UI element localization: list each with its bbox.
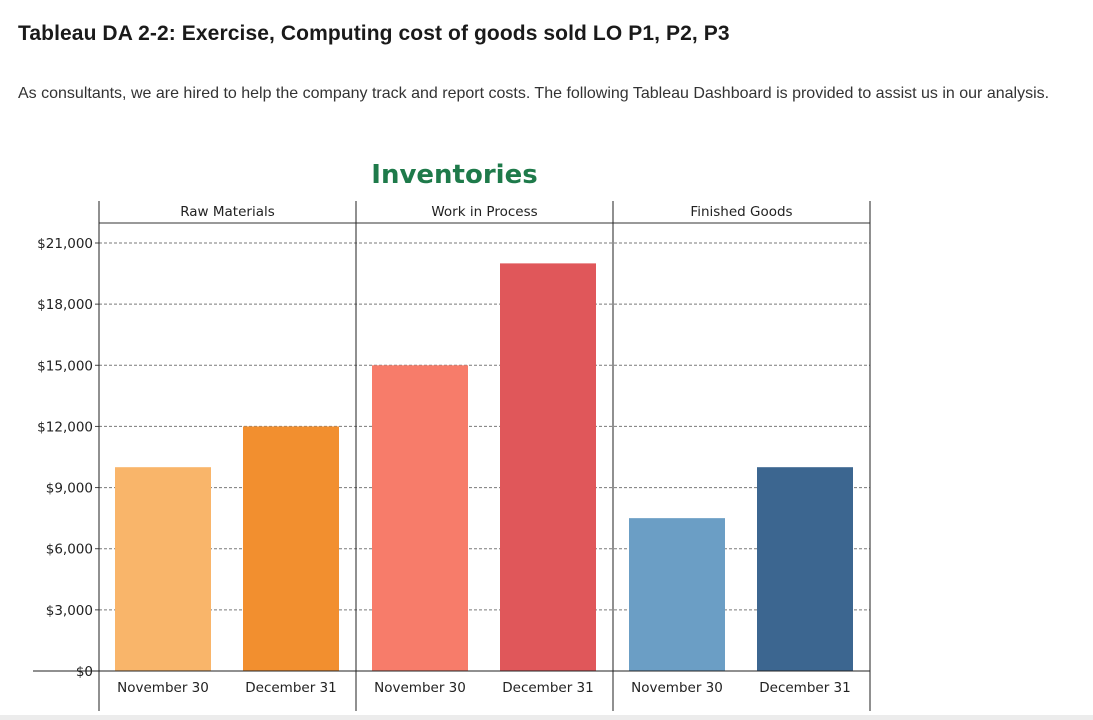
page-bottom-bar: [0, 715, 1093, 720]
bar-finished-goods-november-30: [629, 518, 725, 671]
y-tick-label: $6,000: [46, 542, 93, 558]
y-tick-label: $3,000: [46, 603, 93, 619]
y-tick-label: $12,000: [37, 419, 93, 435]
inventories-dashboard: Inventories $0 $3,000 $6,000 $9,000 $12,000 $1…: [0, 150, 1093, 720]
panel-header-label: Raw Materials: [180, 204, 275, 220]
y-tick-label: $9,000: [46, 481, 93, 497]
x-category-label: November 30: [631, 680, 723, 696]
y-tick-label: $15,000: [37, 358, 93, 374]
x-category-label: November 30: [117, 680, 209, 696]
page-title: Tableau DA 2-2: Exercise, Computing cost…: [18, 22, 730, 45]
intro-paragraph: As consultants, we are hired to help the…: [18, 85, 1050, 102]
bar-finished-goods-december-31: [757, 467, 853, 671]
bar-work-in-process-november-30: [372, 365, 468, 671]
x-category-label: November 30: [374, 680, 466, 696]
y-tick-label: $21,000: [37, 236, 93, 252]
bar-raw-materials-november-30: [115, 467, 211, 671]
panel-header-label: Work in Process: [431, 204, 537, 220]
bar-work-in-process-december-31: [500, 263, 596, 671]
x-category-label: December 31: [245, 680, 336, 696]
inventories-chart: Inventories $0 $3,000 $6,000 $9,000 $12,000 $1…: [33, 160, 871, 711]
x-category-label: December 31: [759, 680, 850, 696]
panel-header-label: Finished Goods: [690, 204, 792, 220]
x-category-label: December 31: [502, 680, 593, 696]
y-tick-label: $0: [76, 664, 93, 680]
chart-title: Inventories: [371, 160, 537, 190]
bar-raw-materials-december-31: [243, 426, 339, 671]
y-tick-label: $18,000: [37, 297, 93, 313]
